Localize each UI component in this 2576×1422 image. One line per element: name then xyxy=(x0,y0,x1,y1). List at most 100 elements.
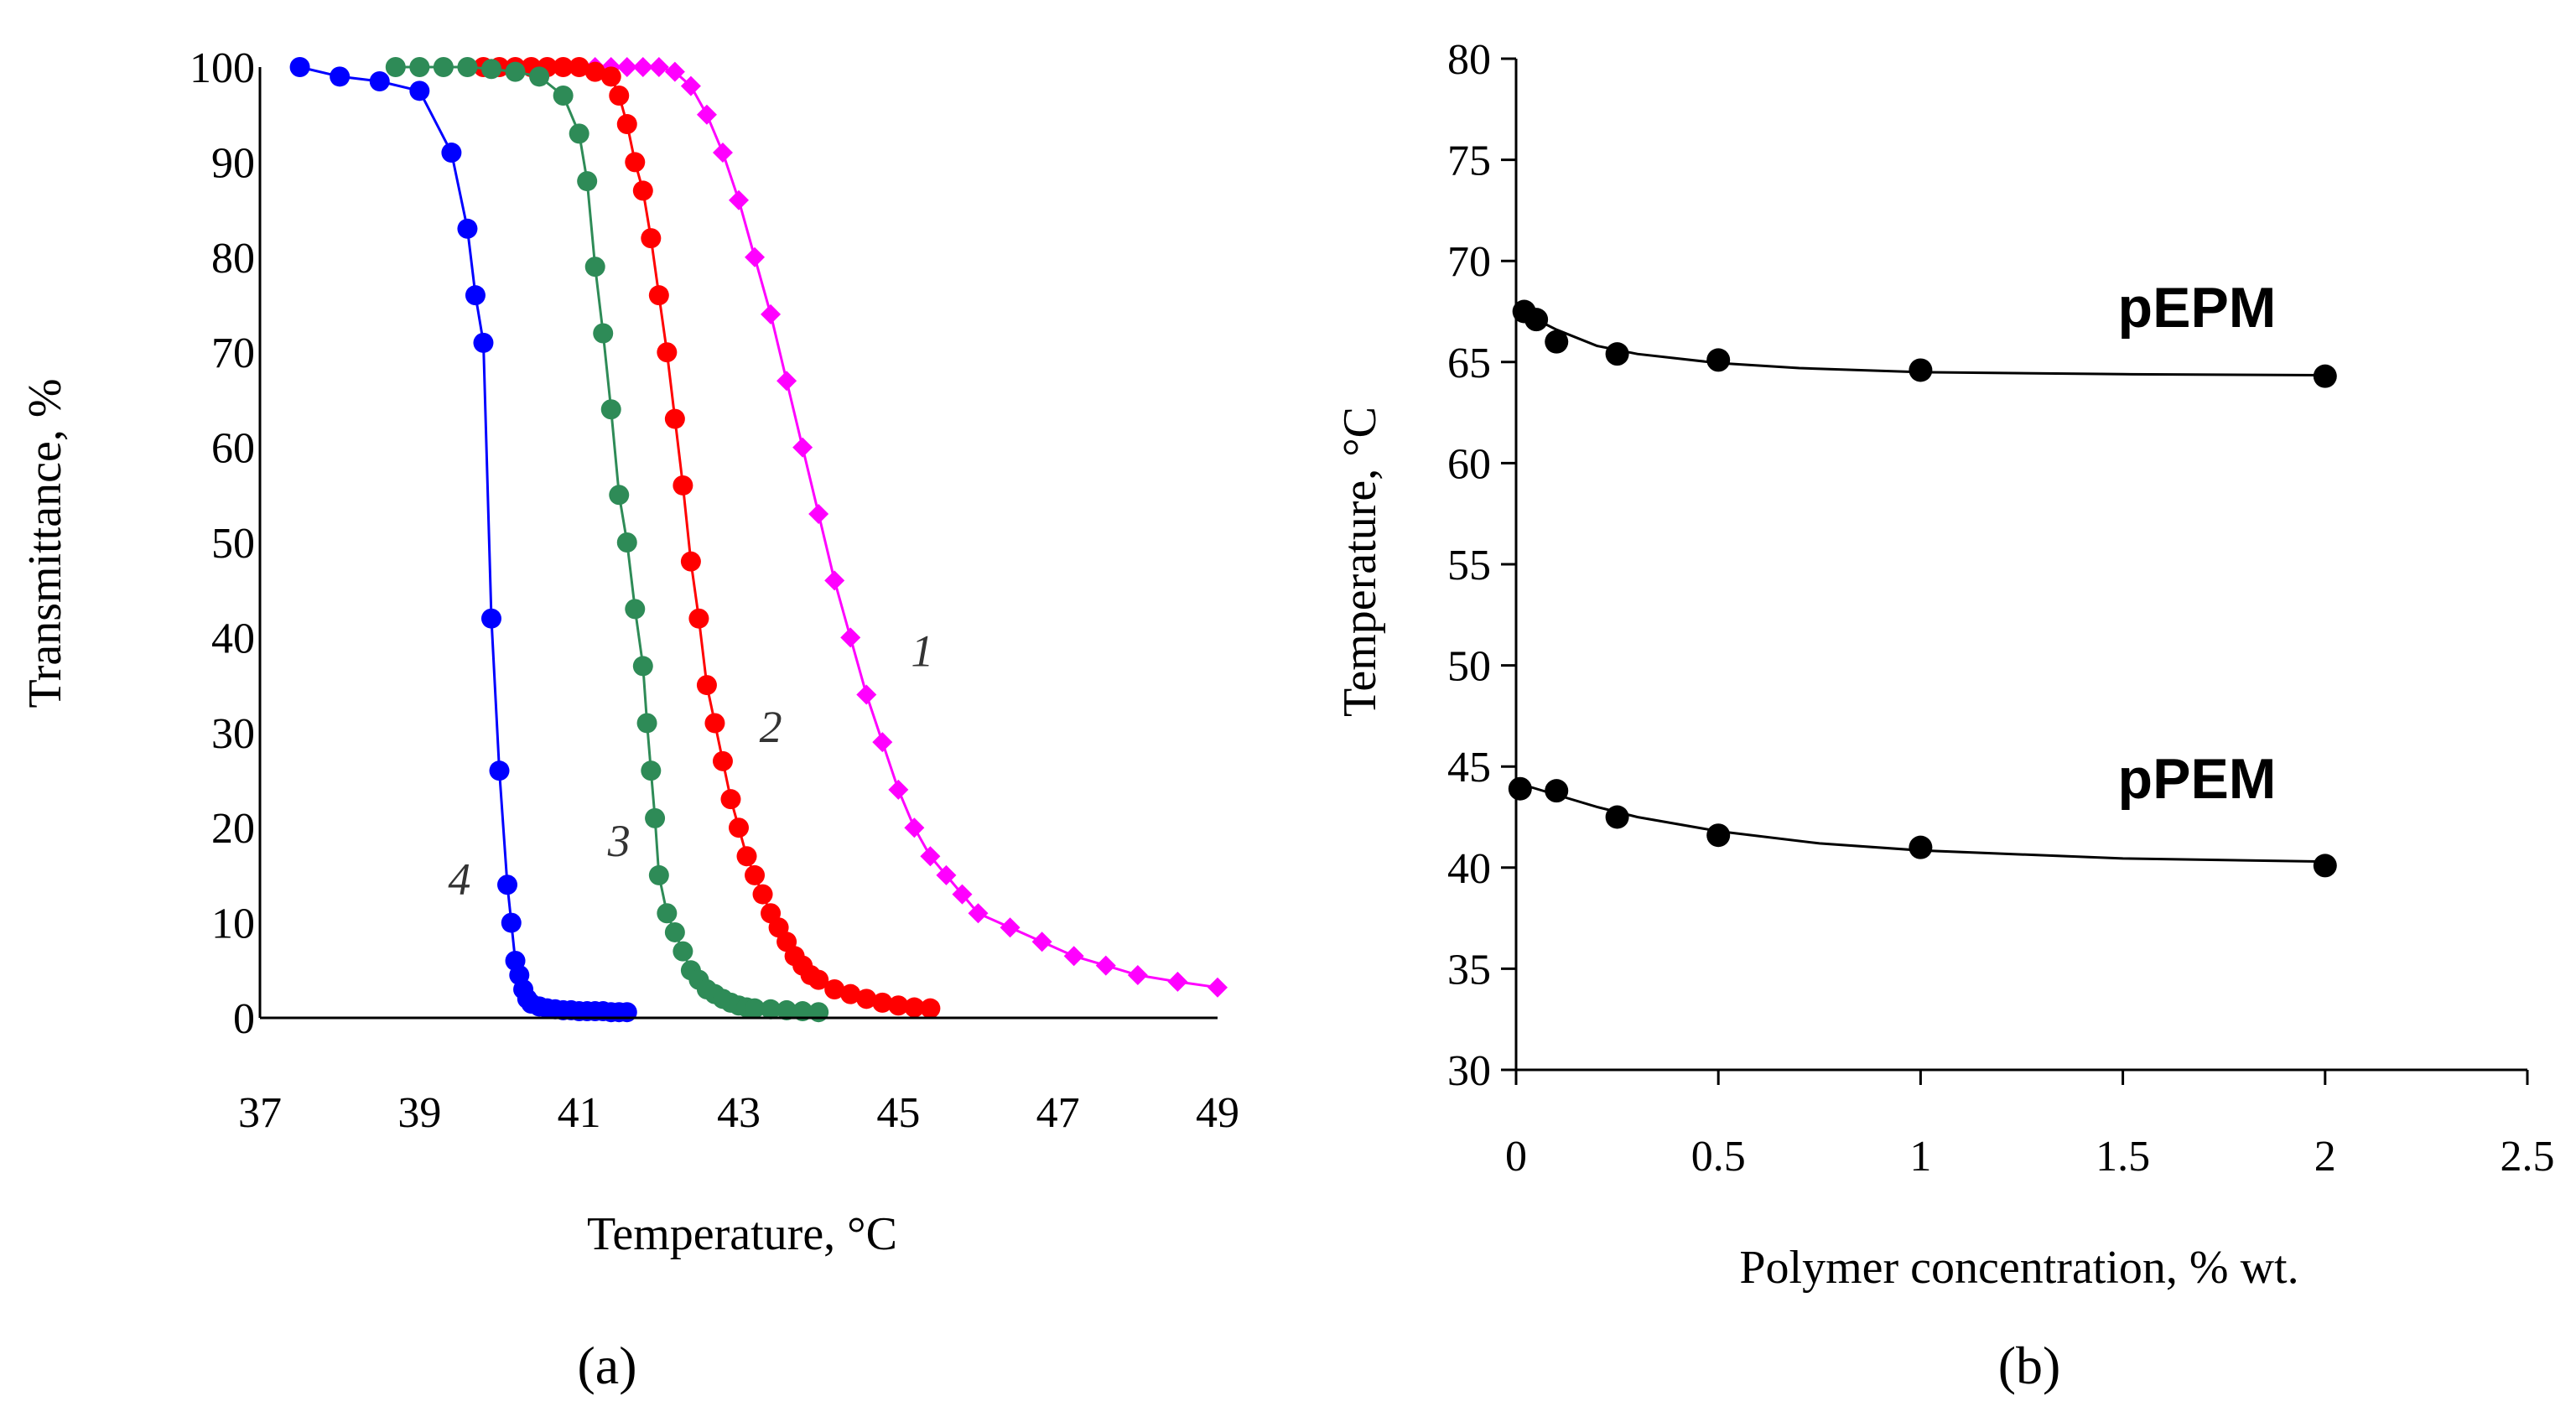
data-point xyxy=(636,713,657,734)
data-point xyxy=(616,114,637,135)
curve-label-3: 3 xyxy=(607,816,631,866)
data-point xyxy=(1508,776,1532,801)
y-tick-label: 40 xyxy=(211,615,255,662)
y-tick-label: 50 xyxy=(211,520,255,568)
y-tick-label: 60 xyxy=(211,425,255,473)
data-point xyxy=(433,57,454,77)
y-tick-label: 30 xyxy=(1447,1047,1491,1095)
x-tick-label: 49 xyxy=(1196,1089,1239,1137)
data-point xyxy=(501,912,522,933)
data-point xyxy=(840,627,861,648)
panel-a-x-ticks: 37 39 41 43 45 47 49 xyxy=(238,1089,1239,1137)
panel-b-series-labels: pEPM pPEM xyxy=(2118,276,2277,811)
y-tick-label: 70 xyxy=(1447,238,1491,286)
data-point xyxy=(888,995,909,1016)
data-point xyxy=(1909,358,1933,382)
data-point xyxy=(673,475,693,496)
data-point xyxy=(936,864,957,885)
data-point xyxy=(1605,805,1629,829)
data-point xyxy=(625,599,646,620)
data-point xyxy=(696,104,717,125)
data-point xyxy=(569,123,589,144)
data-point xyxy=(904,997,925,1018)
data-point xyxy=(1167,971,1188,992)
curve-label-2: 2 xyxy=(760,702,782,752)
y-tick-label: 10 xyxy=(211,900,255,948)
data-point xyxy=(645,807,666,828)
data-point xyxy=(505,61,526,82)
data-point xyxy=(409,80,430,101)
data-point xyxy=(625,152,646,173)
data-point xyxy=(553,57,574,77)
panel-a-series-group xyxy=(289,57,1228,1023)
data-point xyxy=(808,503,829,524)
data-point xyxy=(609,485,630,506)
data-point xyxy=(641,760,662,781)
data-point xyxy=(920,846,941,867)
data-point xyxy=(736,846,757,867)
data-point xyxy=(457,57,478,77)
data-point xyxy=(664,408,685,429)
y-tick-label: 65 xyxy=(1447,340,1491,387)
data-point xyxy=(752,884,773,905)
data-point xyxy=(473,332,494,353)
data-point xyxy=(632,656,653,677)
data-point xyxy=(648,57,669,77)
data-point xyxy=(480,608,501,629)
curve-label-1: 1 xyxy=(911,625,933,676)
data-point xyxy=(872,992,893,1013)
y-tick-label: 50 xyxy=(1447,643,1491,691)
data-point xyxy=(761,304,782,324)
data-point xyxy=(952,884,973,905)
panel-b-y-axis-title: Temperature, °C xyxy=(1334,407,1386,717)
data-point xyxy=(457,218,478,239)
y-tick-label: 35 xyxy=(1447,946,1491,994)
y-tick-label: 80 xyxy=(1447,36,1491,84)
data-point xyxy=(808,969,829,990)
x-tick-label: 37 xyxy=(238,1089,282,1137)
data-point xyxy=(696,675,717,696)
data-point xyxy=(577,171,598,192)
data-point xyxy=(641,228,662,249)
x-tick-label: 1 xyxy=(1909,1133,1931,1181)
data-point xyxy=(712,143,733,163)
data-point xyxy=(792,1001,813,1022)
data-point xyxy=(1545,330,1569,354)
y-tick-label: 55 xyxy=(1447,542,1491,589)
data-point xyxy=(673,941,693,962)
data-point xyxy=(664,61,685,82)
data-point xyxy=(1031,932,1052,952)
panel-b-label: (b) xyxy=(1998,1336,2061,1395)
panel-a-label: (a) xyxy=(577,1336,636,1395)
x-tick-label: 0.5 xyxy=(1691,1133,1746,1181)
data-point xyxy=(712,750,733,771)
series-1-line xyxy=(547,65,1218,989)
x-tick-label: 47 xyxy=(1036,1089,1080,1137)
data-point xyxy=(616,532,637,553)
panel-b-axes: 0 0.5 1 1.5 2 2.5 30 35 40 45 50 55 60 65 70 75 80 xyxy=(1447,36,2555,1181)
data-point xyxy=(792,437,813,458)
data-point xyxy=(729,189,749,210)
y-tick-label: 100 xyxy=(190,44,255,92)
data-point xyxy=(632,57,653,77)
data-point xyxy=(745,998,766,1019)
data-point xyxy=(856,989,877,1009)
data-point xyxy=(616,1002,637,1023)
data-point xyxy=(1524,308,1549,332)
x-tick-label: 2.5 xyxy=(2501,1133,2555,1181)
data-point xyxy=(465,285,486,306)
y-tick-label: 80 xyxy=(211,235,255,283)
data-point xyxy=(593,323,614,344)
panel-b-temperature-chart: 0 0.5 1 1.5 2 2.5 30 35 40 45 50 55 60 65 70 75 80 pEPM… xyxy=(1334,36,2555,1395)
data-point xyxy=(497,874,518,895)
data-point xyxy=(680,75,701,96)
data-point xyxy=(776,999,797,1020)
data-point xyxy=(648,864,669,885)
data-point xyxy=(529,66,550,87)
data-point xyxy=(745,247,766,267)
data-point xyxy=(888,779,909,800)
data-point xyxy=(1095,955,1116,976)
